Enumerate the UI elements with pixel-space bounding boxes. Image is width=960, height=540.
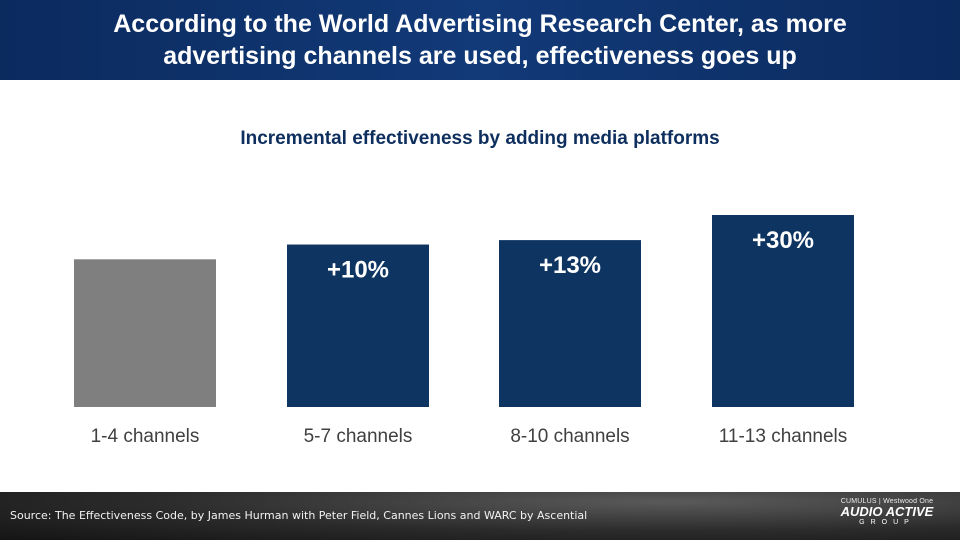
title-line-1: According to the World Advertising Resea… bbox=[113, 10, 847, 38]
header-banner: According to the World Advertising Resea… bbox=[0, 0, 960, 80]
category-label-4: 11-13 channels bbox=[719, 426, 848, 447]
data-label-3: +13% bbox=[539, 252, 601, 279]
category-label-1: 1-4 channels bbox=[91, 426, 200, 447]
category-label-2: 5-7 channels bbox=[304, 426, 413, 447]
logo-main-text: AUDIO ACTIVE bbox=[840, 504, 934, 519]
page-title: According to the World Advertising Resea… bbox=[73, 8, 887, 72]
title-line-2: advertising channels are used, effective… bbox=[163, 42, 797, 70]
data-label-2: +10% bbox=[327, 257, 389, 284]
logo-top-text: CUMULUS | Westwood One bbox=[840, 498, 934, 505]
brand-logo: CUMULUS | Westwood One AUDIO ACTIVE GROU… bbox=[832, 498, 942, 536]
bar-4 bbox=[712, 215, 854, 407]
footer-bar: Source: The Effectiveness Code, by James… bbox=[0, 492, 960, 540]
logo-sub-text: GROUP bbox=[859, 519, 915, 526]
source-note: Source: The Effectiveness Code, by James… bbox=[10, 509, 588, 522]
bar-chart: 1-4 channels +10% 5-7 channels +13% 8-10 cha… bbox=[74, 215, 854, 447]
bar-2 bbox=[287, 244, 429, 407]
data-label-4: +30% bbox=[752, 227, 814, 254]
bar-3 bbox=[499, 240, 641, 407]
chart-title: Incremental effectiveness by adding medi… bbox=[240, 128, 720, 149]
category-label-3: 8-10 channels bbox=[510, 426, 629, 447]
bar-1 bbox=[74, 259, 216, 407]
